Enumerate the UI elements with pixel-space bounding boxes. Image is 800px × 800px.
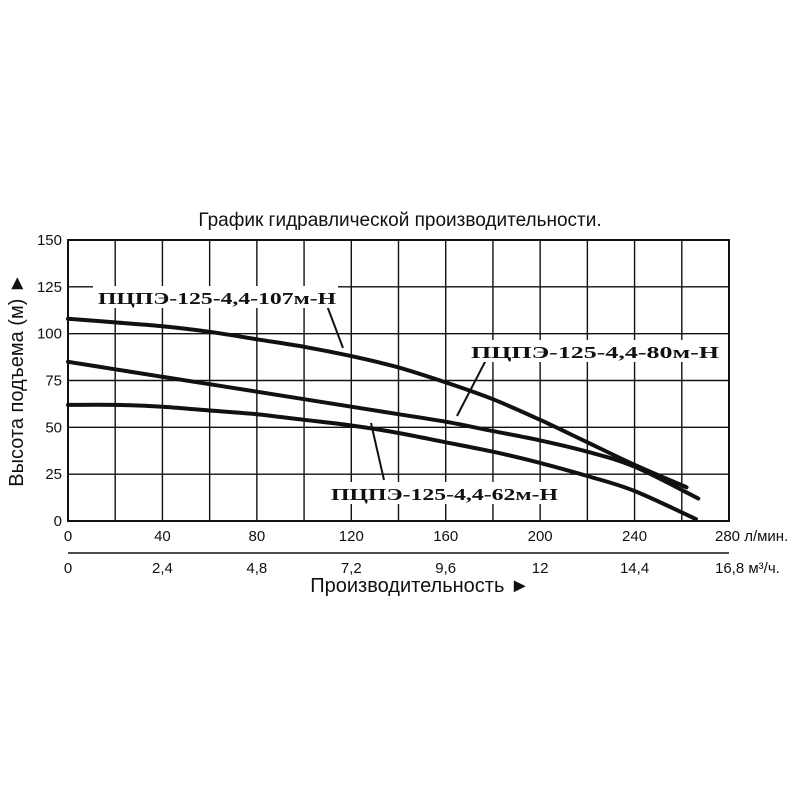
x-tick-label-lmin: 0 xyxy=(64,528,72,545)
series-label-62: ПЦПЭ-125-4,4-62м-Н xyxy=(331,485,558,504)
series-line-2 xyxy=(66,359,701,501)
leader-107 xyxy=(325,302,344,349)
label-box-62 xyxy=(326,482,562,504)
y-axis-title: Высота подъема (м) ► xyxy=(6,273,28,486)
x-tick-label-lmin: 240 xyxy=(622,528,647,545)
x-tick-label-m3h: 4,8 xyxy=(246,560,267,577)
label-box-80 xyxy=(466,340,722,362)
series-line-3 xyxy=(66,402,698,522)
y-tick-label: 75 xyxy=(45,373,62,390)
y-tick-labels: 0 25 50 75 100 125 150 xyxy=(37,232,62,530)
series-line-1 xyxy=(66,316,689,490)
x-axis-title: Производительность ► xyxy=(310,575,529,597)
y-tick-label: 150 xyxy=(37,232,62,249)
x-tick-label-lmin: 80 xyxy=(249,528,266,545)
y-tick-label: 25 xyxy=(45,466,62,483)
x-tick-label-m3h: 2,4 xyxy=(152,560,173,577)
y-tick-label: 50 xyxy=(45,419,62,436)
y-tick-label: 0 xyxy=(54,513,62,530)
x-tick-label-m3h: 7,2 xyxy=(341,560,362,577)
label-box-107 xyxy=(93,286,338,308)
x-tick-label-lmin: 200 xyxy=(528,528,553,545)
grid xyxy=(68,240,729,521)
plot-frame xyxy=(67,239,730,522)
x-tick-label-lmin: 120 xyxy=(339,528,364,545)
x-tick-label-m3h: 0 xyxy=(64,560,72,577)
x-tick-label-m3h: 14,4 xyxy=(620,560,649,577)
x-tick-label-m3h: 16,8 м³/ч. xyxy=(715,560,780,577)
series-curves xyxy=(66,316,701,522)
x-tick-label-lmin: 40 xyxy=(154,528,171,545)
leader-80 xyxy=(456,359,487,417)
x-tick-label-lmin: 160 xyxy=(433,528,458,545)
leader-62 xyxy=(370,422,385,481)
x-tick-labels-m3h: 0 2,4 4,8 7,2 9,6 12 14,4 16,8 м³/ч. xyxy=(64,560,780,577)
chart-title: График гидравлической производительности… xyxy=(198,210,601,231)
y-tick-label: 125 xyxy=(37,279,62,296)
y-tick-label: 100 xyxy=(37,326,62,343)
x-tick-label-m3h: 12 xyxy=(532,560,549,577)
series-label-107: ПЦПЭ-125-4,4-107м-Н xyxy=(98,289,336,308)
x-tick-labels-lmin: 0 40 80 120 160 200 240 280 л/мин. xyxy=(64,528,788,545)
x-tick-label-lmin: 280 л/мин. xyxy=(715,528,788,545)
series-labels: ПЦПЭ-125-4,4-107м-Н ПЦПЭ-125-4,4-80м-Н П… xyxy=(93,286,722,504)
series-label-80: ПЦПЭ-125-4,4-80м-Н xyxy=(471,343,719,362)
x-tick-label-m3h: 9,6 xyxy=(435,560,456,577)
